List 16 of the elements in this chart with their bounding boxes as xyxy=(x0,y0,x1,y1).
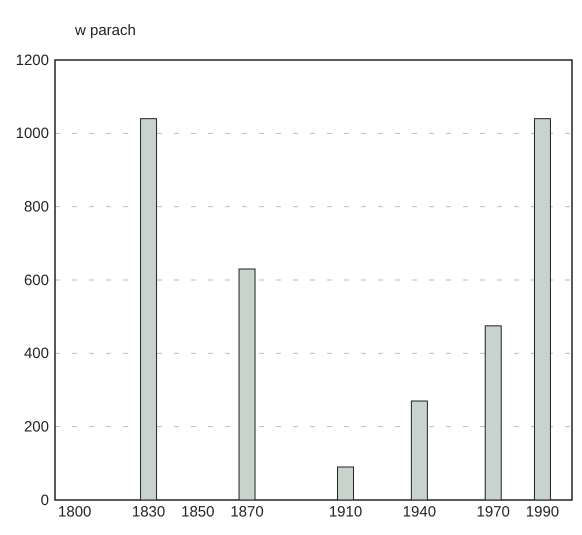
y-tick-label: 200 xyxy=(24,418,49,436)
x-tick-label: 1970 xyxy=(476,504,510,521)
x-tick-label: 1990 xyxy=(526,504,560,521)
y-tick-label: 0 xyxy=(40,492,49,509)
x-tick-label: 1870 xyxy=(230,504,264,521)
y-tick-label: 400 xyxy=(24,345,49,362)
x-tick-label: 1850 xyxy=(181,504,214,521)
y-axis-title: w parach xyxy=(74,22,136,39)
y-tick-label: 1000 xyxy=(16,125,49,142)
y-tick-label: 1200 xyxy=(16,52,49,69)
y-tick-label: 600 xyxy=(24,272,49,289)
x-tick-label: 1800 xyxy=(58,504,92,521)
x-tick-label: 1940 xyxy=(402,504,436,521)
x-tick-label: 1830 xyxy=(132,504,166,521)
y-tick-label: 800 xyxy=(24,198,49,216)
x-tick-label: 1910 xyxy=(328,504,362,521)
